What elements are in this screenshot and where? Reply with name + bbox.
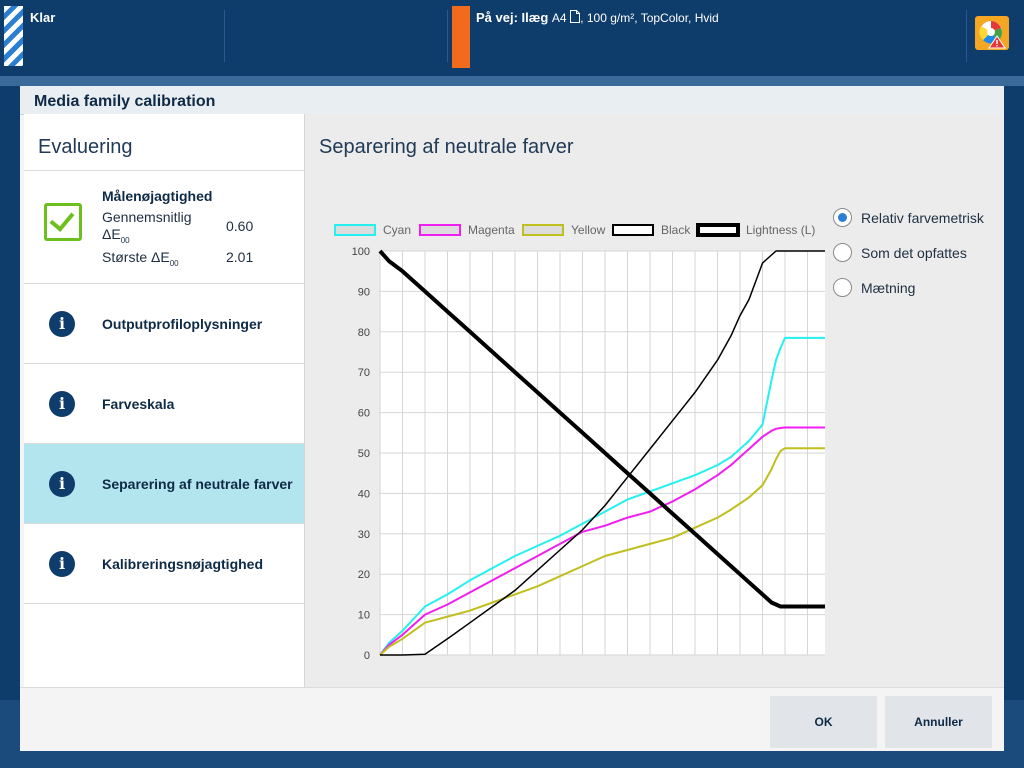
delta-subscript: 00 xyxy=(120,235,130,245)
legend-swatch xyxy=(334,224,376,236)
job-indicator xyxy=(452,6,470,68)
average-value: 0.60 xyxy=(226,218,254,234)
item-label: Outputprofiloplysninger xyxy=(102,316,263,332)
divider xyxy=(447,10,448,62)
dialog-footer: OK Annuller xyxy=(20,687,1004,751)
list-item-neutral-separation[interactable]: i Separering af neutrale farver xyxy=(24,444,304,523)
dialog-header: Media family calibration xyxy=(20,86,1004,115)
divider xyxy=(24,170,304,171)
y-tick-label: 100 xyxy=(352,246,370,258)
divider xyxy=(966,10,967,62)
job-details: , 100 g/m², TopColor, Hvid xyxy=(580,11,719,25)
legend-label: Magenta xyxy=(468,223,515,237)
series-line-magenta xyxy=(379,426,825,656)
accuracy-title: Målenøjagtighed xyxy=(102,188,213,204)
radio-label: Mætning xyxy=(861,280,916,296)
list-item-gamut[interactable]: i Farveskala xyxy=(24,364,304,443)
y-tick-label: 80 xyxy=(358,327,370,339)
info-icon: i xyxy=(49,471,75,497)
background-strip xyxy=(0,76,1024,86)
evaluation-panel: Evaluering Målenøjagtighed Gennemsnitlig… xyxy=(24,114,305,687)
y-tick-label: 0 xyxy=(364,650,370,662)
info-icon: i xyxy=(49,551,75,577)
item-label: Kalibreringsnøjagtighed xyxy=(102,556,264,572)
legend-swatch xyxy=(522,224,564,236)
ok-button[interactable]: OK xyxy=(770,696,877,748)
max-value: 2.01 xyxy=(226,249,254,265)
radio-label: Relativ farvemetrisk xyxy=(861,210,984,226)
max-label: Største ΔE00 xyxy=(102,249,179,268)
check-icon xyxy=(44,203,82,241)
list-item-calibration-accuracy[interactable]: i Kalibreringsnøjagtighed xyxy=(24,524,304,603)
divider xyxy=(24,283,304,284)
item-label: Farveskala xyxy=(102,396,175,412)
legend-label: Yellow xyxy=(571,223,606,237)
legend-label: Lightness (L) xyxy=(746,223,815,237)
job-prefix: På vej: xyxy=(476,10,518,25)
chart-panel: Separering af neutrale farver 1009590858… xyxy=(305,114,1004,687)
delta-subscript: 00 xyxy=(169,258,179,268)
radio-button[interactable] xyxy=(833,208,852,227)
y-tick-label: 30 xyxy=(358,529,370,541)
info-icon: i xyxy=(49,391,75,417)
neutral-separation-chart: 1009590858075706560555045403530252015105… xyxy=(334,223,825,662)
radio-label: Som det opfattes xyxy=(861,245,967,261)
legend-swatch xyxy=(419,224,461,236)
cancel-button[interactable]: Annuller xyxy=(885,696,992,748)
legend-label: Cyan xyxy=(383,223,411,237)
item-label: Separering af neutrale farver xyxy=(102,476,293,492)
legend-swatch xyxy=(612,224,654,236)
delta-symbol: ΔE xyxy=(102,226,121,242)
list-item-output-profile[interactable]: i Outputprofiloplysninger xyxy=(24,284,304,363)
status-indicator xyxy=(4,6,23,66)
y-tick-label: 10 xyxy=(358,610,370,622)
evaluation-title: Evaluering xyxy=(38,136,133,158)
legend-label: Black xyxy=(661,223,691,237)
divider xyxy=(24,603,304,604)
legend-swatch xyxy=(696,223,740,237)
job-type: Ilæg xyxy=(521,10,549,25)
color-wheel-warning-icon[interactable] xyxy=(975,16,1009,50)
radio-button[interactable] xyxy=(833,278,852,297)
max-label-text: Største ΔE xyxy=(102,249,170,265)
chart-panel-title: Separering af neutrale farver xyxy=(319,136,574,158)
y-tick-label: 70 xyxy=(358,367,370,379)
list-item-accuracy[interactable]: Målenøjagtighed Gennemsnitlig ΔE00 0.60 … xyxy=(24,171,304,283)
y-tick-label: 90 xyxy=(358,286,370,298)
dialog-title: Media family calibration xyxy=(34,93,216,110)
divider xyxy=(24,363,304,364)
y-tick-label: 20 xyxy=(358,569,370,581)
series-line-black xyxy=(380,250,825,656)
radio-button[interactable] xyxy=(833,243,852,262)
top-status-bar: Klar På vej: Ilæg A4 , 100 g/m², TopColo… xyxy=(0,0,1024,76)
y-tick-label: 40 xyxy=(358,488,370,500)
job-info[interactable]: På vej: Ilæg A4 , 100 g/m², TopColor, Hv… xyxy=(476,10,719,25)
job-size: A4 xyxy=(551,11,567,25)
divider xyxy=(224,10,225,62)
y-tick-label: 50 xyxy=(358,448,370,460)
printer-status: Klar xyxy=(30,10,56,25)
y-tick-label: 60 xyxy=(358,408,370,420)
document-icon xyxy=(570,10,581,23)
divider xyxy=(24,523,304,524)
average-delta-label: ΔE00 xyxy=(102,226,130,245)
average-label: Gennemsnitlig xyxy=(102,209,192,225)
series-line-yellow xyxy=(379,447,825,656)
info-icon: i xyxy=(49,311,75,337)
divider xyxy=(24,443,304,444)
series-line-lightness-l xyxy=(378,249,825,609)
calibration-dialog: Media family calibration Evaluering Måle… xyxy=(20,86,1004,751)
